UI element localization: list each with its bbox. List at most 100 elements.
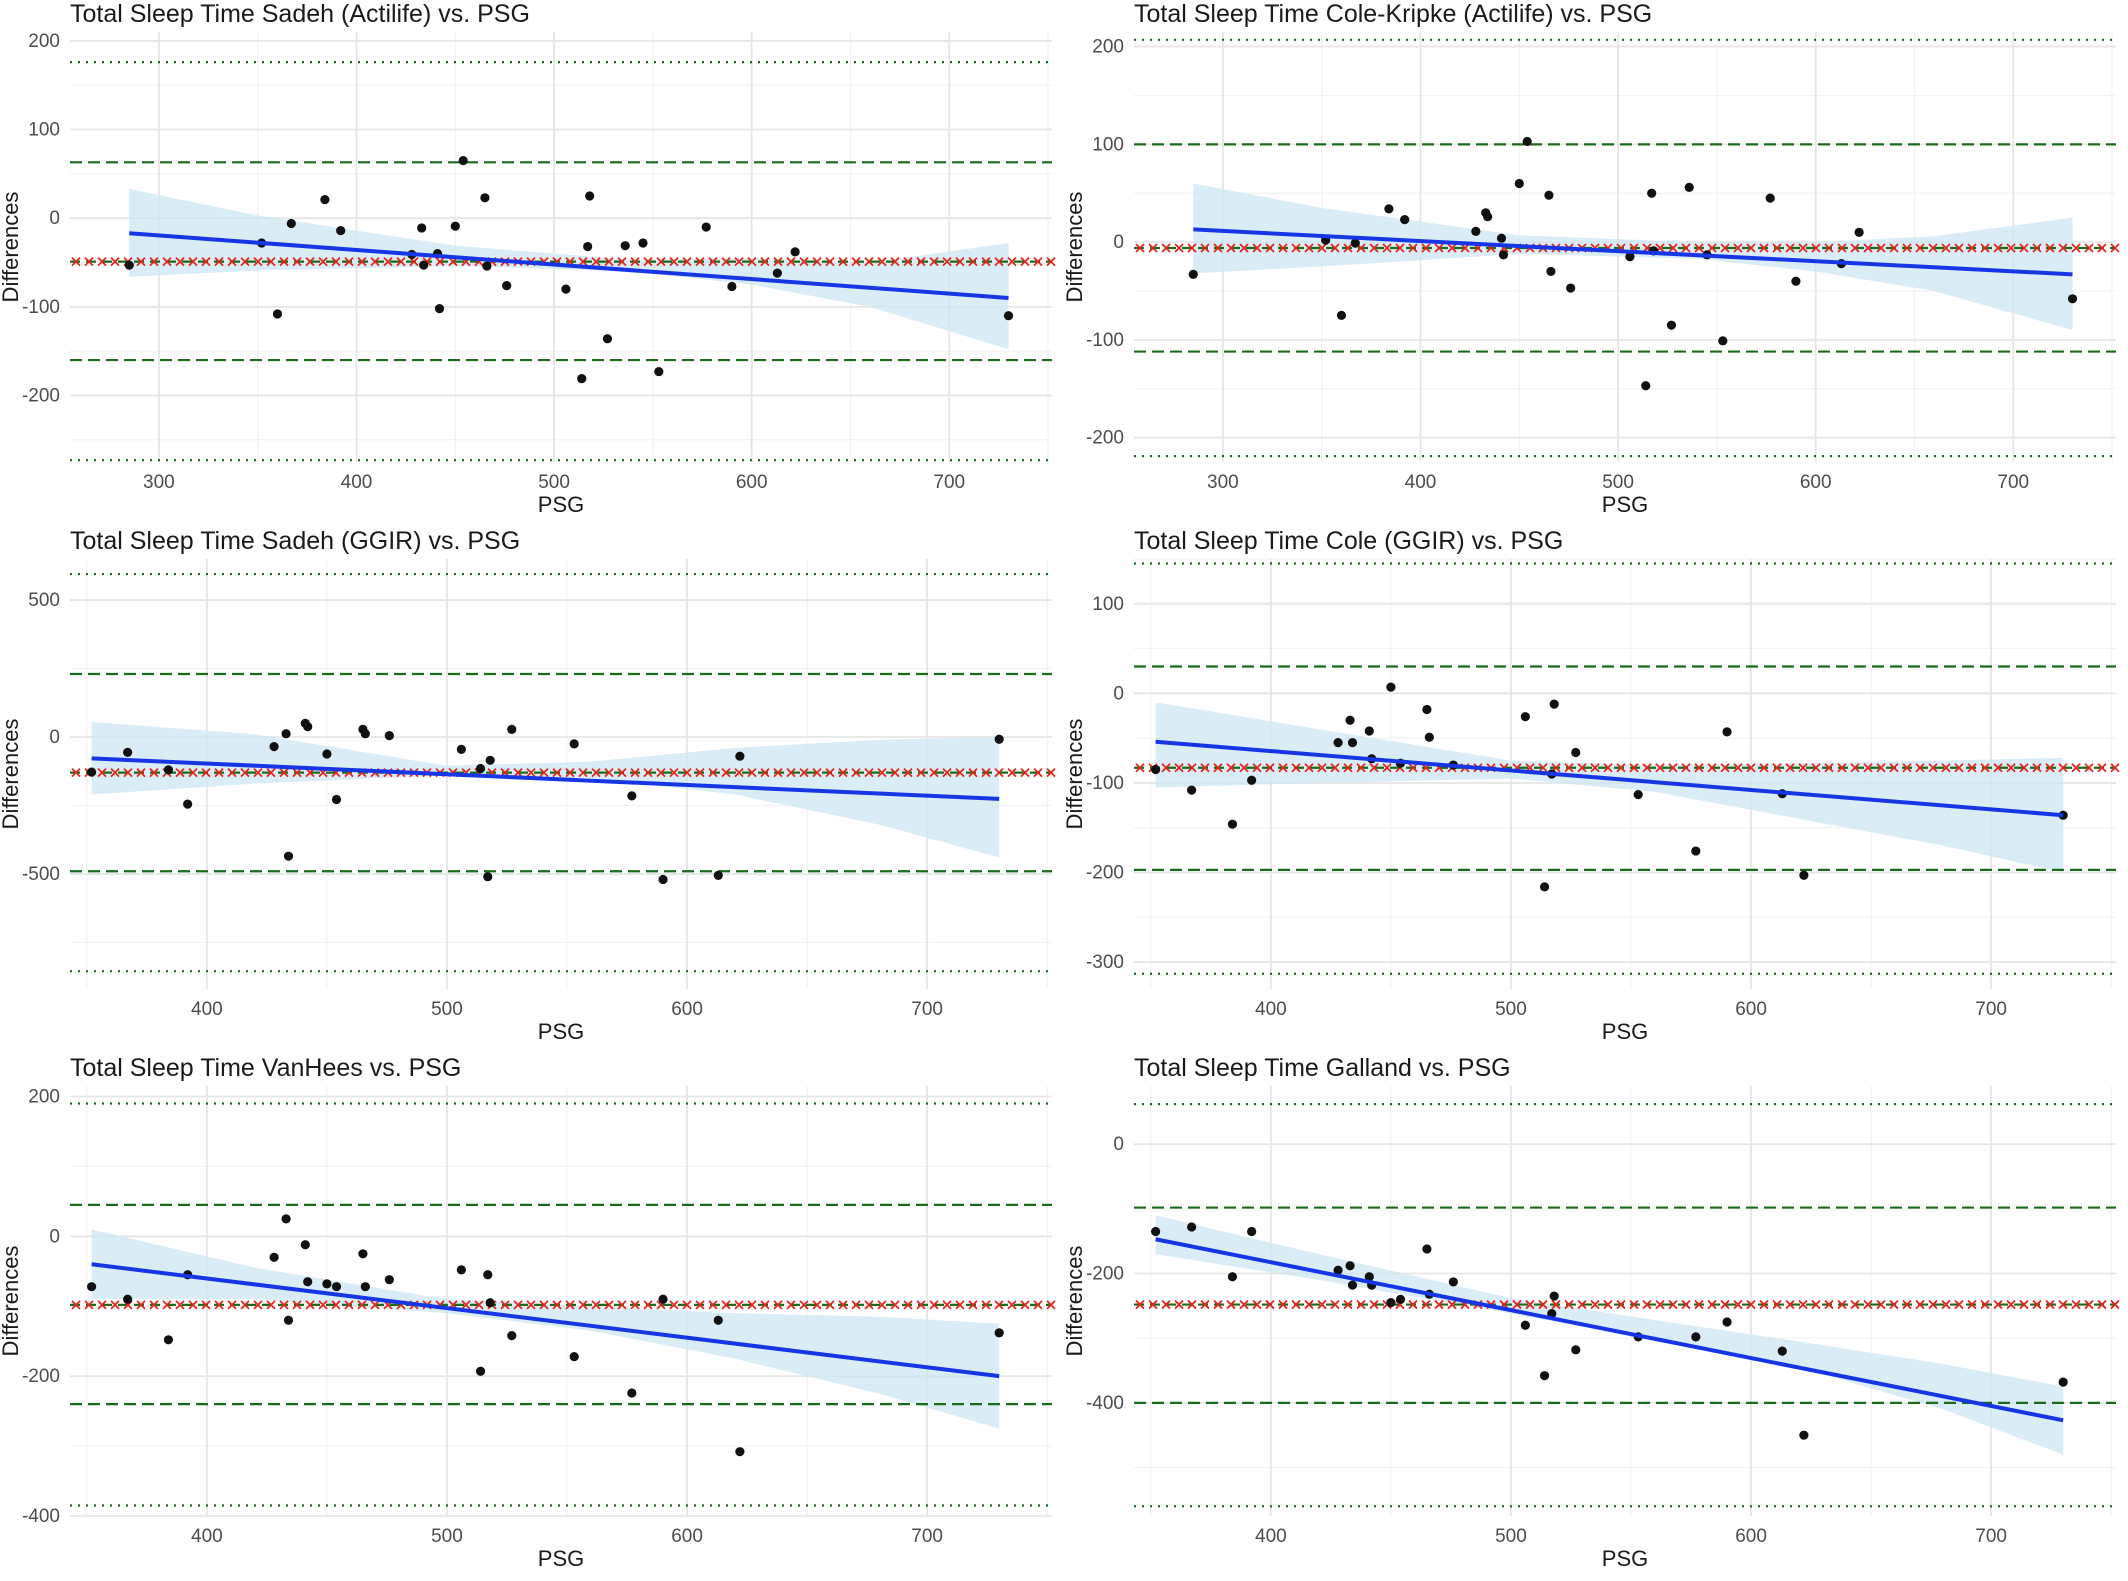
data-point (1350, 238, 1360, 248)
mean-marker (838, 256, 848, 267)
mean-marker (604, 256, 614, 267)
mean-marker (1343, 1299, 1353, 1310)
mean-marker (71, 1300, 81, 1310)
mean-marker (214, 767, 224, 778)
mean-marker (1317, 763, 1327, 773)
x-tick-label: 400 (341, 472, 373, 493)
data-point (2067, 294, 2078, 304)
mean-marker (1876, 763, 1886, 773)
mean-marker (721, 1300, 731, 1310)
mean-marker (357, 256, 367, 267)
mean-marker (1421, 243, 1431, 253)
mean-marker (1046, 1300, 1056, 1310)
data-point (456, 744, 466, 754)
mean-marker (1655, 1299, 1665, 1310)
mean-marker (2058, 763, 2068, 773)
mean-marker (136, 767, 146, 778)
data-point (1722, 1317, 1732, 1327)
mean-marker (1811, 243, 1821, 253)
y-tick-label: -200 (22, 386, 60, 407)
mean-marker (643, 767, 653, 778)
mean-marker (1876, 1299, 1886, 1310)
y-axis-label: Differences (0, 1246, 23, 1357)
mean-marker (1785, 243, 1795, 253)
mean-marker (1772, 763, 1782, 773)
mean-marker (1551, 1299, 1561, 1310)
data-point (1188, 269, 1198, 279)
mean-marker (1369, 243, 1379, 253)
mean-marker (552, 1300, 562, 1310)
mean-marker (123, 767, 133, 778)
mean-marker (747, 1300, 757, 1310)
mean-marker (240, 256, 250, 267)
major-grid (70, 32, 1052, 462)
mean-marker (565, 1300, 575, 1310)
data-point (1765, 193, 1775, 203)
mean-marker (812, 1300, 822, 1310)
mean-marker (1642, 1299, 1652, 1310)
y-tick-label: 0 (49, 727, 60, 748)
mean-marker (851, 256, 861, 267)
mean-marker (669, 256, 679, 267)
mean-marker (1824, 763, 1834, 773)
y-tick-label: 0 (49, 1226, 60, 1247)
mean-marker (1564, 763, 1574, 773)
mean-marker (331, 256, 341, 267)
minor-grid (70, 32, 1052, 462)
mean-marker (97, 1300, 107, 1310)
regression-line (1155, 739, 2064, 818)
mean-marker (266, 1300, 276, 1310)
mean-marker (786, 767, 796, 778)
data-point (1448, 1277, 1458, 1287)
mean-marker (825, 767, 835, 778)
x-tick-label: 600 (1735, 1526, 1767, 1547)
mean-marker (253, 767, 263, 778)
data-point (1333, 738, 1343, 748)
data-point (417, 223, 427, 233)
mean-marker (1200, 1299, 1210, 1310)
mean-marker (1707, 1299, 1717, 1310)
mean-marker (1811, 763, 1821, 773)
mean-marker (1694, 1299, 1704, 1310)
mean-marker (734, 1300, 744, 1310)
mean-marker (812, 256, 822, 267)
data-point (1227, 1272, 1238, 1282)
confidence-band (1155, 702, 2064, 873)
mean-marker (2084, 763, 2094, 773)
x-tick-label: 400 (191, 1526, 223, 1547)
y-tick-label: 100 (1092, 134, 1124, 155)
mean-marker (2032, 1299, 2042, 1310)
data-point (1003, 311, 1014, 321)
data-point (124, 260, 134, 270)
mean-marker (916, 767, 926, 778)
mean-marker (1967, 763, 1977, 773)
data-point (561, 284, 571, 294)
data-point (1549, 699, 1559, 709)
data-point (727, 281, 737, 292)
mean-marker (474, 1300, 484, 1310)
mean-marker (2097, 243, 2107, 253)
mean-marker (1889, 763, 1899, 773)
mean-marker (851, 767, 861, 778)
mean-marker (916, 1300, 926, 1310)
data-point (1722, 727, 1732, 737)
mean-marker (1837, 763, 1847, 773)
mean-marker (1837, 1299, 1847, 1310)
mean-marker (1798, 763, 1808, 773)
mean-marker (1512, 1299, 1522, 1310)
mean-marker (1577, 763, 1587, 773)
x-tick-label: 600 (1800, 472, 1832, 493)
mean-marker (773, 767, 783, 778)
mean-marker (708, 1300, 718, 1310)
mean-marker (1434, 1299, 1444, 1310)
confidence-band (91, 721, 1000, 858)
y-tick-label: -500 (22, 864, 60, 885)
mean-marker (890, 1300, 900, 1310)
mean-marker (1603, 763, 1613, 773)
data-point (480, 193, 490, 203)
mean-marker (1837, 243, 1847, 253)
mean-marker (1681, 763, 1691, 773)
data-point (1151, 1226, 1161, 1237)
mean-marker (1824, 1299, 1834, 1310)
mean-marker (188, 1300, 198, 1310)
